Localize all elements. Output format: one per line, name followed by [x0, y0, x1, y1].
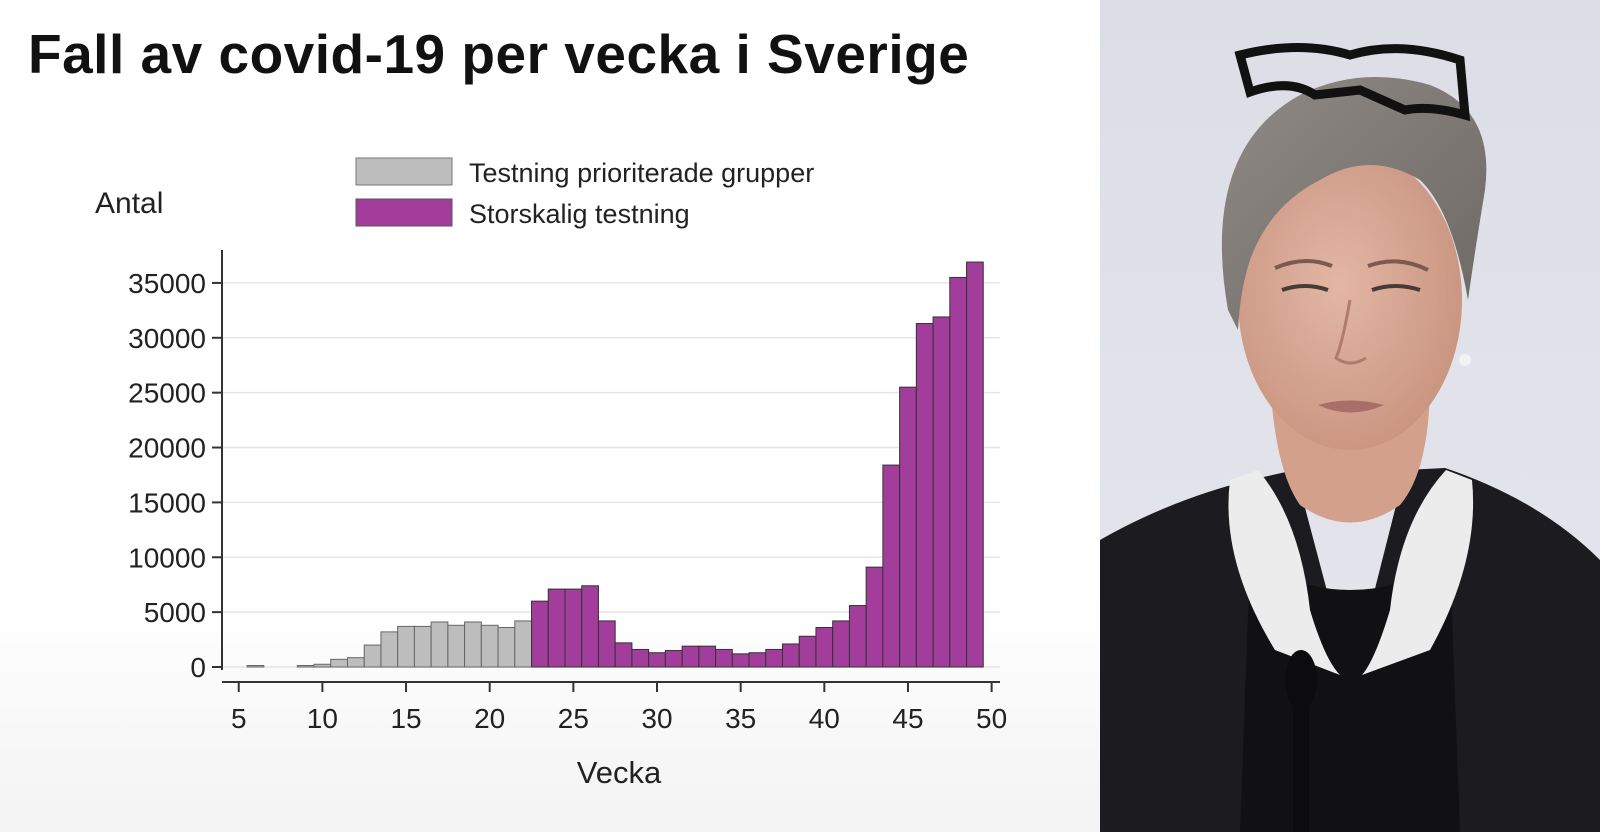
speaker-illustration — [1100, 0, 1600, 832]
left-brow — [1274, 259, 1333, 270]
x-tick-label: 5 — [231, 703, 247, 734]
y-tick-label: 15000 — [128, 487, 206, 518]
x-tick-label: 20 — [474, 703, 505, 734]
microphone — [1293, 690, 1309, 832]
bar-week-35 — [731, 653, 750, 668]
microphone-head — [1285, 650, 1317, 710]
bar-week-32 — [681, 645, 700, 668]
chart-svg: 0 5000 10000 15000 20000 25000 30000 35000 5 10 15… — [95, 157, 1007, 790]
bar-week-34 — [715, 648, 733, 668]
x-tick-label: 50 — [976, 703, 1007, 734]
y-tick-label: 25000 — [128, 378, 206, 409]
bar-week-36 — [748, 652, 767, 668]
bar-week-9 — [296, 665, 315, 668]
bar-week-49 — [966, 261, 984, 668]
bar-week-23 — [531, 600, 549, 668]
bars-layer — [246, 261, 984, 668]
bar-week-33 — [698, 645, 717, 668]
bar-week-44 — [882, 464, 901, 668]
hair — [1221, 77, 1487, 330]
sunglasses — [1234, 43, 1471, 122]
right-brow — [1367, 259, 1429, 272]
x-axis-label: Vecka — [577, 755, 662, 790]
x-tick-label: 30 — [641, 703, 672, 734]
bar-week-43 — [865, 566, 884, 668]
bar-week-30 — [648, 652, 666, 668]
x-tick-label: 35 — [725, 703, 756, 734]
legend: Testning prioriterade grupper Storskalig… — [355, 157, 814, 229]
right-eye — [1371, 284, 1421, 292]
bar-week-29 — [631, 648, 650, 668]
bar-week-19 — [464, 621, 482, 668]
y-tick-label: 0 — [190, 652, 206, 683]
x-tick-label: 15 — [390, 703, 421, 734]
bar-week-14 — [380, 631, 399, 668]
legend-swatch-storskalig — [355, 198, 453, 227]
bar-week-48 — [949, 276, 968, 668]
y-tick-label: 30000 — [128, 323, 206, 354]
bar-week-13 — [363, 644, 382, 668]
ticks-layer: 0 5000 10000 15000 20000 25000 30000 35000 5 10 15… — [128, 268, 1007, 734]
bar-week-38 — [781, 643, 800, 668]
y-tick-label: 10000 — [128, 542, 206, 573]
bar-week-24 — [547, 588, 566, 668]
bar-week-42 — [848, 605, 867, 668]
bar-week-6 — [246, 665, 265, 668]
bar-week-18 — [447, 624, 466, 668]
bar-week-26 — [581, 585, 599, 668]
bar-week-41 — [832, 620, 850, 668]
bar-week-10 — [313, 663, 332, 668]
legend-swatch-prioriterade — [355, 157, 453, 186]
legend-label-storskalig: Storskalig testning — [469, 199, 690, 229]
bar-week-31 — [664, 650, 683, 668]
collar-right — [1362, 470, 1474, 675]
bar-week-22 — [514, 620, 533, 668]
y-tick-label: 35000 — [128, 268, 206, 299]
bar-week-17 — [430, 621, 449, 668]
x-tick-label: 45 — [892, 703, 923, 734]
nose — [1334, 299, 1367, 365]
left-eye — [1281, 284, 1329, 292]
bar-week-28 — [614, 642, 633, 668]
speaker-photo — [1100, 0, 1600, 832]
chart-panel: Fall av covid-19 per vecka i Sverige 0 50… — [0, 0, 1100, 832]
bar-week-47 — [932, 316, 951, 668]
x-tick-label: 25 — [558, 703, 589, 734]
chart-title: Fall av covid-19 per vecka i Sverige — [28, 23, 970, 85]
bar-week-40 — [815, 626, 834, 668]
legend-label-prioriterade: Testning prioriterade grupper — [469, 158, 814, 188]
bar-week-21 — [497, 626, 516, 668]
bar-week-27 — [597, 620, 616, 668]
x-tick-label: 40 — [809, 703, 840, 734]
bar-week-46 — [915, 323, 934, 668]
bar-week-25 — [564, 588, 583, 668]
x-tick-label: 10 — [307, 703, 338, 734]
mouth — [1318, 400, 1384, 413]
y-tick-label: 20000 — [128, 433, 206, 464]
bar-week-15 — [397, 625, 415, 668]
bar-week-45 — [899, 386, 917, 668]
bar-week-37 — [765, 648, 783, 668]
collar-left — [1228, 470, 1340, 675]
bar-week-11 — [330, 658, 348, 668]
bar-week-12 — [346, 657, 365, 668]
axes-layer — [221, 250, 1000, 683]
y-axis-label: Antal — [95, 187, 163, 220]
bar-week-16 — [413, 625, 432, 668]
y-tick-label: 5000 — [144, 597, 206, 628]
earring — [1459, 354, 1471, 366]
bar-week-39 — [798, 635, 817, 668]
bar-week-20 — [480, 624, 499, 668]
